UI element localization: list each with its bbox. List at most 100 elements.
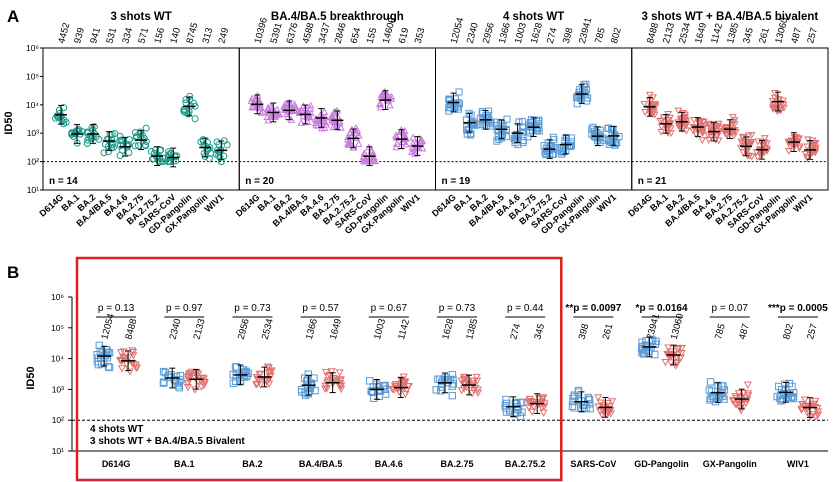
data-point bbox=[125, 136, 133, 144]
data-point bbox=[408, 148, 416, 155]
data-point bbox=[319, 117, 328, 125]
data-point bbox=[329, 123, 338, 131]
data-point bbox=[131, 142, 139, 150]
data-point bbox=[567, 142, 575, 150]
data-point bbox=[376, 99, 384, 107]
p-value-label: p = 0.57 bbox=[302, 303, 339, 314]
n-label: n = 14 bbox=[49, 176, 78, 187]
data-point bbox=[803, 409, 812, 417]
gm-value-label: 1003 bbox=[513, 22, 529, 45]
subplot-title: 3 shots WT bbox=[110, 11, 171, 23]
y-tick-label: 10² bbox=[27, 157, 39, 167]
data-point bbox=[663, 350, 672, 359]
data-point bbox=[229, 379, 238, 387]
gm-value-label: 3437 bbox=[317, 22, 333, 45]
gm-value-label: 1649 bbox=[693, 22, 709, 45]
data-point bbox=[525, 397, 534, 406]
y-tick-label: 10³ bbox=[52, 384, 64, 394]
data-point bbox=[707, 132, 716, 140]
data-point bbox=[585, 396, 594, 404]
gm-value-label: 1142 bbox=[396, 318, 412, 341]
data-point bbox=[360, 157, 368, 165]
y-axis-label-a: ID50 bbox=[3, 111, 15, 134]
data-point bbox=[595, 133, 603, 141]
data-point bbox=[526, 129, 534, 137]
data-point bbox=[337, 385, 346, 394]
data-point bbox=[664, 344, 673, 352]
x-tick-label: BA.2.75 bbox=[440, 459, 473, 469]
data-point bbox=[306, 104, 315, 112]
data-point bbox=[800, 396, 809, 404]
data-point bbox=[388, 385, 397, 394]
gm-value-label: 398 bbox=[577, 323, 592, 341]
data-point bbox=[803, 143, 811, 151]
gm-value-label: 1385 bbox=[464, 318, 480, 341]
gm-value-label: 2133 bbox=[661, 22, 677, 45]
data-point bbox=[282, 110, 291, 117]
data-point bbox=[306, 101, 315, 109]
data-point bbox=[95, 341, 104, 350]
data-point bbox=[473, 389, 483, 397]
data-point bbox=[664, 117, 673, 125]
data-point bbox=[377, 90, 386, 98]
gm-value-label: 802 bbox=[781, 323, 796, 341]
data-point bbox=[674, 119, 682, 127]
group-wiv1: ***p = 0.0005 802 257 WIV1 bbox=[768, 303, 828, 469]
data-point bbox=[769, 101, 778, 109]
data-point bbox=[809, 140, 818, 148]
data-point bbox=[535, 116, 543, 124]
gm-value-label: 274 bbox=[508, 323, 523, 341]
data-point bbox=[71, 128, 79, 136]
gm-value-label: 654 bbox=[349, 27, 364, 45]
data-point bbox=[677, 344, 686, 353]
data-point bbox=[336, 376, 345, 384]
data-point bbox=[538, 398, 547, 407]
subplot-title: BA.4/BA.5 breakthrough bbox=[271, 11, 404, 23]
data-point bbox=[327, 368, 336, 376]
gm-value-label: 2956 bbox=[236, 318, 252, 341]
data-point bbox=[399, 138, 408, 146]
n-label: n = 21 bbox=[638, 176, 667, 187]
data-point bbox=[705, 386, 713, 394]
group-gx-pangolin: p = 0.07 785 487 GX-Pangolin bbox=[703, 303, 757, 469]
p-value-label: p = 0.44 bbox=[507, 303, 544, 314]
data-point bbox=[574, 386, 583, 395]
gm-value-label: 155 bbox=[365, 27, 380, 45]
group-ba-4-ba-5: p = 0.57 1366 1649 BA.4/BA.5 bbox=[297, 303, 346, 469]
data-point bbox=[455, 105, 463, 113]
data-point bbox=[747, 153, 756, 161]
data-point bbox=[335, 118, 344, 126]
gm-value-label: 398 bbox=[561, 27, 576, 45]
data-point bbox=[706, 378, 715, 386]
data-point bbox=[680, 117, 689, 124]
data-point bbox=[803, 405, 812, 414]
gm-value-label: 487 bbox=[737, 323, 752, 341]
p-value-label: p = 0.97 bbox=[166, 303, 203, 314]
data-point bbox=[320, 108, 329, 115]
data-point bbox=[586, 400, 594, 408]
data-point bbox=[264, 116, 273, 124]
x-tick-label: BA.2.75.2 bbox=[505, 459, 546, 469]
y-tick-label: 10⁵ bbox=[26, 71, 39, 81]
data-point bbox=[493, 121, 501, 129]
data-point bbox=[743, 381, 752, 389]
p-value-label: **p = 0.0097 bbox=[565, 303, 621, 314]
x-tick-label: BA.1 bbox=[174, 459, 195, 469]
gm-value-label: 939 bbox=[72, 27, 87, 45]
data-point bbox=[116, 152, 124, 160]
data-point bbox=[676, 354, 685, 362]
data-point bbox=[560, 148, 568, 156]
data-point bbox=[335, 369, 344, 377]
data-point bbox=[698, 137, 707, 145]
x-tick-label: BA.2 bbox=[242, 459, 263, 469]
gm-value-label: 487 bbox=[789, 27, 804, 45]
data-point bbox=[397, 383, 406, 391]
data-point bbox=[265, 368, 274, 376]
data-point bbox=[85, 134, 93, 142]
data-point bbox=[484, 111, 492, 119]
data-point bbox=[754, 138, 762, 146]
data-point bbox=[674, 122, 683, 130]
data-point bbox=[200, 379, 209, 387]
p-value-label: p = 0.67 bbox=[371, 303, 408, 314]
